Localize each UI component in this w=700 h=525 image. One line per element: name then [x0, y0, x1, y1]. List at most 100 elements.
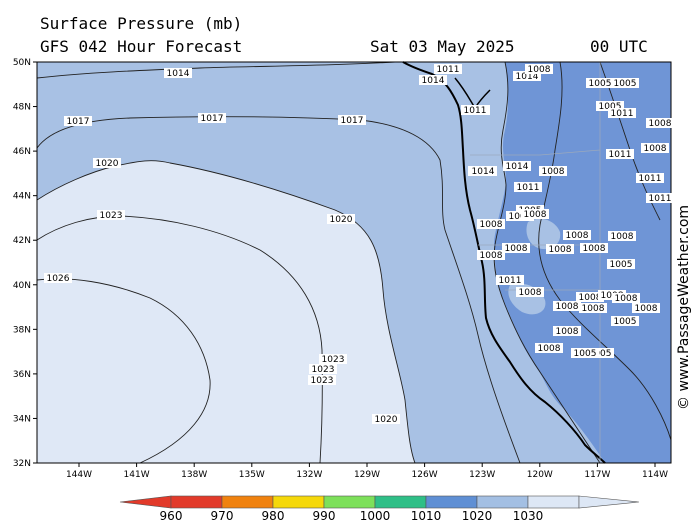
isobar-label: 1008: [582, 304, 605, 314]
isobar-label: 1005: [509, 212, 532, 222]
lat-label: 38N: [13, 325, 31, 335]
isobar-1014: [36, 61, 396, 79]
latitude-axis: 50N 48N 46N 44N 42N 40N 38N 36N 34N 32N: [13, 58, 37, 469]
isobar-label-bg: [44, 273, 72, 283]
isobar-label-bg: [516, 287, 544, 297]
pressure-band-1000-1010: [494, 62, 671, 463]
isobar-label: 1008: [583, 244, 606, 254]
isobar-label: 1014: [472, 167, 495, 177]
isobar-label-bg: [607, 259, 635, 269]
isobar-label-bg: [580, 243, 608, 253]
isobar-label: 1008: [579, 293, 602, 303]
lon-label: 120W: [527, 470, 553, 480]
isobar-label-bg: [419, 75, 447, 85]
isobar-label-bg: [461, 105, 489, 115]
lon-label: 144W: [66, 470, 92, 480]
isobar-label-bg: [514, 182, 542, 192]
isobar-label-bg: [596, 101, 624, 111]
colorbar-label: 980: [262, 509, 285, 523]
isobar-label-bg: [535, 343, 563, 353]
lat-label: 48N: [13, 103, 31, 113]
isobar-label-bg: [611, 78, 639, 88]
colorbar-label: 1030: [513, 509, 544, 523]
isobar-label: 1020: [96, 159, 119, 169]
isobar-label: 1017: [67, 117, 90, 127]
isobar-label: 1008: [635, 304, 658, 314]
isobar-1017: [36, 116, 521, 464]
colorbar-label: 960: [160, 509, 183, 523]
lat-label: 40N: [13, 281, 31, 291]
isobar-label-bg: [506, 211, 534, 221]
isobar-label-bg: [563, 230, 591, 240]
lat-label: 46N: [13, 147, 31, 157]
longitude-axis: 144W 141W 138W 135W 132W 129W 126W 123W 120W 117W…: [66, 463, 668, 480]
lon-label: 132W: [296, 470, 322, 480]
isobar-label: 1008: [615, 294, 638, 304]
isobar-label-bg: [579, 303, 607, 313]
isobar-label-bg: [308, 375, 336, 385]
isobar-label: 1008: [644, 144, 667, 154]
isobar-label-bg: [546, 244, 574, 254]
forecast-subtitle: GFS 042 Hour Forecast: [40, 37, 243, 56]
isobar-label: 1011: [499, 276, 522, 286]
isobar-label: 1008: [542, 167, 565, 177]
lon-label: 138W: [181, 470, 207, 480]
isobar-label: 1014: [167, 69, 190, 79]
lon-label: 114W: [642, 470, 668, 480]
isobar-label: 1008: [480, 251, 503, 261]
isobar-1008: [538, 61, 672, 441]
isobar-label: 1005: [614, 79, 637, 89]
credit-text: © www.PassageWeather.com: [676, 204, 692, 410]
isobar-label: 1005: [599, 102, 622, 112]
isobar-label: 1005: [589, 349, 612, 359]
isobar-label-bg: [502, 243, 530, 253]
colorbar-label: 990: [313, 509, 336, 523]
isobar-label-bg: [309, 364, 337, 374]
lon-label: 126W: [412, 470, 438, 480]
isobar-label-bg: [608, 231, 636, 241]
colorbar: 960 970 980 990 1000 1010 1020 1030: [119, 495, 640, 523]
isobar-label: 1005: [610, 260, 633, 270]
isobar-label: 1011: [464, 106, 487, 116]
isobar-label: 1008: [549, 245, 572, 255]
isobar-label-bg: [612, 293, 640, 303]
isobar-label: 1026: [47, 274, 70, 284]
isobar-label-bg: [513, 71, 541, 81]
isobar-label-bg: [477, 250, 505, 260]
colorbar-segment: [476, 495, 529, 509]
colorbar-segment: [425, 495, 478, 509]
isobar-label: 1014: [506, 162, 529, 172]
isobar-label-bg: [525, 64, 553, 74]
isobar-label: 1020: [330, 215, 353, 225]
map-frame: [36, 61, 672, 464]
isobar-label: 1008: [556, 327, 579, 337]
isobar-label: 1023: [311, 376, 334, 386]
lat-label: 42N: [13, 236, 31, 246]
isobar-label: 1005: [574, 349, 597, 359]
isobar-label-bg: [496, 275, 524, 285]
isobar-label: 1005: [589, 79, 612, 89]
isobar-label: 1023: [312, 365, 335, 375]
isobar-label-bg: [164, 68, 192, 78]
isobar-label-bg: [319, 354, 347, 364]
colorbar-segment: [323, 495, 376, 509]
isobar-label-bg: [477, 219, 505, 229]
isobar-label-bg: [586, 78, 614, 88]
lat-label: 32N: [13, 459, 31, 469]
isobar-label: 1011: [611, 109, 634, 119]
isobar-label-bg: [576, 292, 604, 302]
isobar-label: 1011: [649, 194, 672, 204]
isobar-label: 1011: [609, 150, 632, 160]
lon-label: 129W: [354, 470, 380, 480]
colorbar-label: 970: [211, 509, 234, 523]
isobar-label-bg: [64, 116, 92, 126]
lon-label: 123W: [469, 470, 495, 480]
colorbar-segment: [527, 495, 580, 509]
isobar-label: 1023: [100, 211, 123, 221]
isobar-label-bg: [93, 158, 121, 168]
isobar-label: 1020: [375, 415, 398, 425]
colorbar-segment: [272, 495, 325, 509]
lat-label: 36N: [13, 370, 31, 380]
